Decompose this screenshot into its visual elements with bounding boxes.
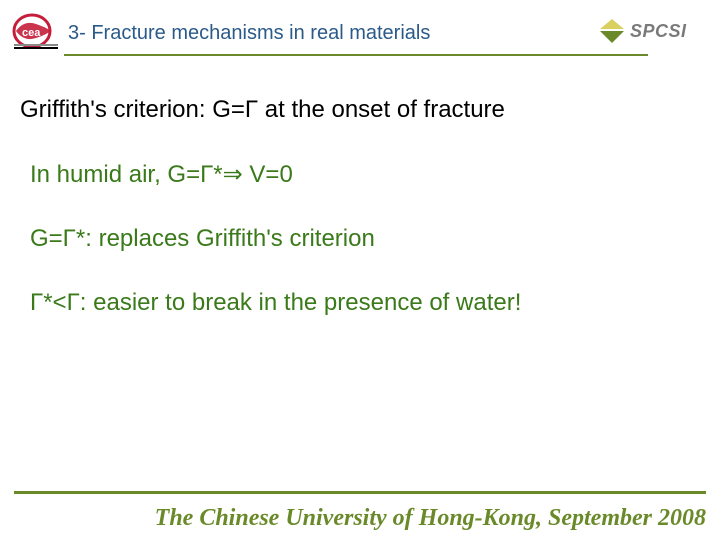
spcsi-logo: SPCSI: [598, 12, 708, 50]
footer-text: The Chinese University of Hong-Kong, Sep…: [155, 505, 706, 532]
slide-title: 3- Fracture mechanisms in real materials: [68, 18, 598, 45]
cea-logo: cea: [12, 12, 60, 50]
spcsi-text: SPCSI: [630, 21, 687, 42]
content-line-2: In humid air, G=Γ*⇒ V=0: [20, 160, 700, 189]
content-line-1: Griffith's criterion: G=Γ at the onset o…: [20, 96, 700, 124]
content-line-3: G=Γ*: replaces Griffith's criterion: [20, 225, 700, 253]
slide-header: cea 3- Fracture mechanisms in real mater…: [0, 0, 720, 54]
spcsi-triangle-icon: [598, 17, 626, 45]
content-line-4: Γ*<Γ: easier to break in the presence of…: [20, 289, 700, 317]
footer-rule: [14, 491, 706, 494]
slide-content: Griffith's criterion: G=Γ at the onset o…: [0, 56, 720, 317]
svg-text:cea: cea: [22, 27, 41, 39]
